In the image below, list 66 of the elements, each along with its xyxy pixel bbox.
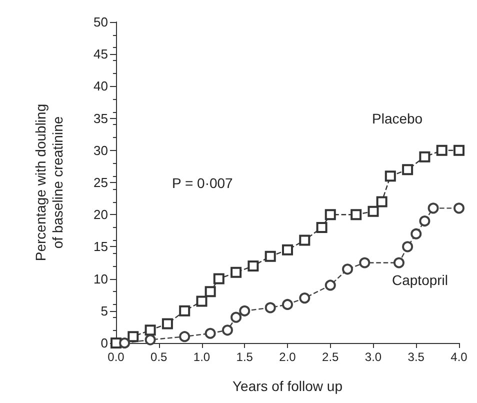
point: [419, 151, 430, 162]
point: [342, 264, 354, 275]
point: [324, 209, 336, 220]
series-label: Placebo: [372, 110, 423, 126]
x-tick-label: 3.0: [364, 350, 382, 364]
x-tick-label: 4.0: [450, 350, 468, 364]
point: [204, 328, 216, 339]
y-tick-label: 10: [94, 271, 108, 286]
x-axis-title: Years of follow up: [232, 378, 343, 394]
y-tick-label: 50: [94, 14, 108, 30]
x-tick-label: 3.5: [408, 350, 425, 364]
point: [324, 280, 336, 291]
point: [299, 234, 310, 246]
y-tick-label: 20: [94, 207, 108, 222]
point: [196, 296, 208, 307]
point: [384, 170, 396, 182]
point: [454, 144, 464, 156]
annotation: P = 0·007: [172, 175, 234, 191]
point: [179, 305, 190, 316]
x-tick-label: 0.0: [108, 350, 125, 364]
point: [368, 206, 379, 217]
point: [179, 331, 190, 342]
point: [239, 305, 250, 316]
y-tick-label: 30: [94, 142, 108, 158]
point: [144, 324, 156, 336]
point: [419, 216, 430, 227]
point: [264, 302, 276, 314]
x-tick-label: 2.5: [322, 350, 340, 364]
point: [454, 202, 464, 214]
point: [376, 196, 388, 208]
series-label: Captopril: [392, 272, 448, 288]
point: [428, 202, 439, 214]
point: [213, 273, 224, 284]
point: [410, 228, 422, 240]
point: [230, 266, 242, 278]
point: [299, 292, 310, 304]
point: [359, 257, 370, 268]
y-tick-label: 40: [94, 78, 108, 94]
point: [222, 324, 233, 336]
point: [402, 241, 414, 252]
y-tick-label: 25: [94, 175, 108, 190]
point: [316, 222, 328, 233]
point: [282, 244, 293, 256]
point: [128, 331, 139, 342]
y-tick-label: 5: [100, 303, 108, 318]
x-tick-label: 0.5: [150, 350, 168, 364]
point: [119, 338, 130, 348]
point: [264, 250, 276, 262]
point: [350, 209, 362, 220]
point: [393, 257, 404, 268]
x-tick-label: 2.0: [279, 350, 296, 364]
point: [402, 164, 414, 176]
y-tick-label: 45: [94, 46, 108, 62]
point: [162, 318, 173, 330]
x-tick-label: 1.0: [193, 350, 210, 364]
point: [204, 286, 216, 298]
x-tick-label: 1.5: [236, 350, 254, 364]
point: [282, 298, 293, 310]
y-tick-label: 0: [100, 336, 108, 350]
y-tick-label: 35: [94, 110, 108, 126]
y-axis-title: Percentage with doubling of baseline creatinine: [32, 104, 66, 262]
point: [436, 144, 448, 156]
point: [230, 312, 242, 323]
point: [144, 334, 156, 346]
point: [248, 260, 259, 272]
y-tick-label: 15: [94, 239, 108, 254]
